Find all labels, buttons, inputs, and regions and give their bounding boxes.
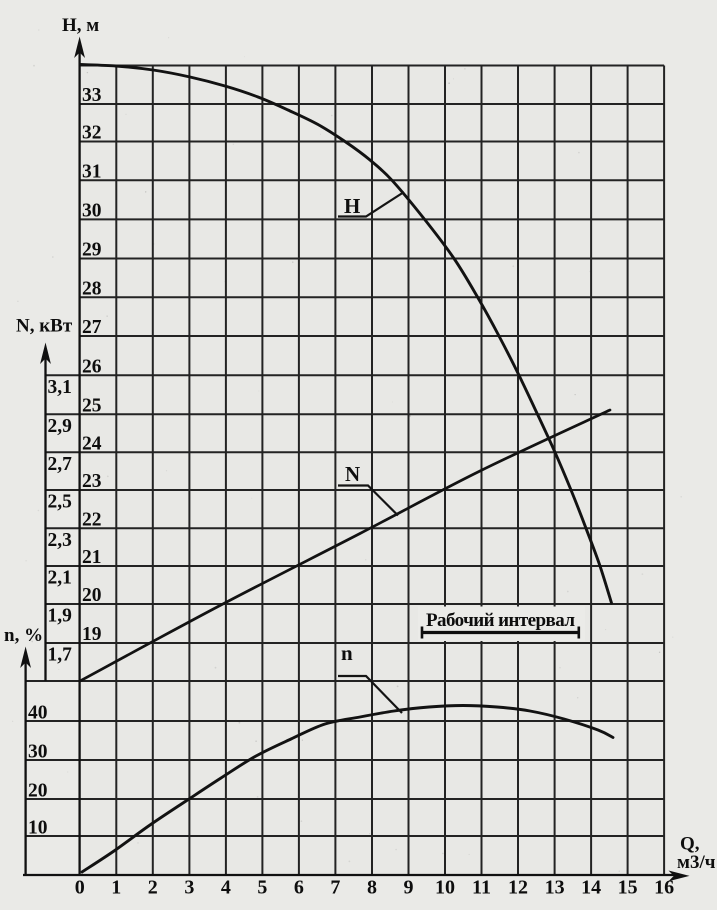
svg-text:21: 21 bbox=[82, 547, 102, 568]
svg-text:H, м: H, м bbox=[62, 15, 99, 36]
svg-text:Q,: Q, bbox=[680, 834, 700, 855]
svg-text:20: 20 bbox=[28, 781, 48, 802]
svg-text:2: 2 bbox=[148, 877, 158, 899]
svg-text:16: 16 bbox=[654, 877, 674, 899]
svg-text:23: 23 bbox=[82, 471, 102, 492]
svg-text:6: 6 bbox=[294, 877, 304, 899]
svg-text:32: 32 bbox=[82, 123, 102, 144]
svg-text:30: 30 bbox=[28, 742, 48, 763]
svg-text:7: 7 bbox=[330, 877, 340, 899]
svg-text:15: 15 bbox=[618, 877, 638, 899]
svg-text:9: 9 bbox=[404, 877, 414, 899]
svg-text:12: 12 bbox=[508, 877, 528, 899]
svg-text:29: 29 bbox=[82, 240, 102, 261]
svg-text:2,1: 2,1 bbox=[48, 568, 72, 589]
svg-text:2,9: 2,9 bbox=[48, 416, 73, 437]
svg-text:27: 27 bbox=[82, 317, 102, 338]
svg-text:25: 25 bbox=[82, 395, 102, 416]
svg-text:м3/ч: м3/ч bbox=[677, 852, 716, 873]
svg-text:19: 19 bbox=[82, 624, 102, 645]
svg-text:11: 11 bbox=[472, 877, 491, 899]
svg-text:31: 31 bbox=[82, 161, 102, 182]
svg-text:28: 28 bbox=[82, 278, 102, 299]
svg-text:2,7: 2,7 bbox=[48, 454, 73, 475]
svg-text:5: 5 bbox=[257, 877, 267, 899]
svg-text:26: 26 bbox=[82, 356, 102, 377]
svg-text:20: 20 bbox=[82, 585, 102, 606]
svg-text:1,9: 1,9 bbox=[48, 606, 73, 627]
svg-text:n: n bbox=[341, 641, 353, 665]
svg-text:1: 1 bbox=[111, 877, 121, 899]
svg-text:2,3: 2,3 bbox=[48, 530, 73, 551]
svg-text:33: 33 bbox=[82, 85, 102, 106]
svg-text:10: 10 bbox=[28, 818, 48, 839]
svg-text:2,5: 2,5 bbox=[48, 492, 73, 513]
svg-text:N: N bbox=[345, 462, 360, 486]
svg-text:3: 3 bbox=[184, 877, 194, 899]
svg-text:0: 0 bbox=[75, 877, 85, 899]
svg-text:13: 13 bbox=[545, 877, 565, 899]
svg-text:10: 10 bbox=[435, 877, 455, 899]
svg-text:3,1: 3,1 bbox=[48, 377, 72, 398]
svg-text:22: 22 bbox=[82, 509, 102, 530]
svg-text:1,7: 1,7 bbox=[48, 645, 73, 666]
svg-text:H: H bbox=[344, 194, 360, 218]
svg-text:40: 40 bbox=[28, 703, 48, 724]
svg-text:30: 30 bbox=[82, 200, 102, 221]
svg-text:8: 8 bbox=[367, 877, 377, 899]
svg-text:14: 14 bbox=[581, 877, 601, 899]
svg-text:24: 24 bbox=[82, 433, 102, 454]
svg-text:N, кВт: N, кВт bbox=[16, 316, 73, 337]
svg-text:Рабочий интервал: Рабочий интервал bbox=[426, 610, 575, 631]
svg-text:4: 4 bbox=[221, 877, 231, 899]
svg-text:n, %: n, % bbox=[4, 625, 43, 646]
